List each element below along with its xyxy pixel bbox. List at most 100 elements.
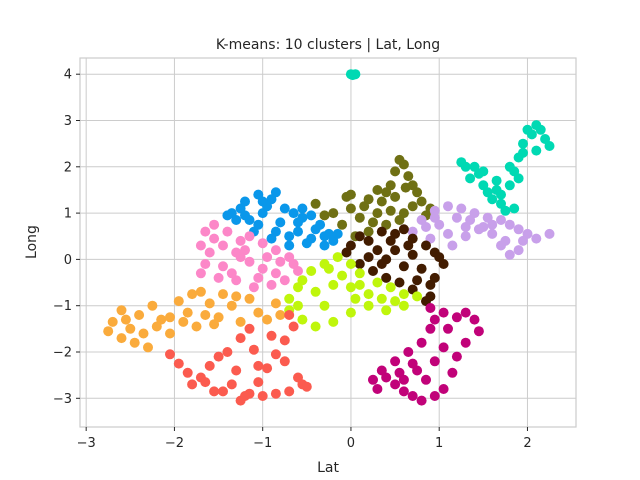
data-point	[218, 289, 228, 300]
data-point	[235, 252, 246, 263]
data-point	[451, 312, 462, 323]
data-point	[412, 275, 423, 286]
data-point	[354, 212, 365, 223]
data-point	[368, 217, 378, 228]
data-point	[421, 374, 431, 385]
data-point	[284, 231, 295, 242]
data-point	[337, 219, 348, 230]
data-point	[443, 201, 453, 212]
data-point	[381, 187, 392, 198]
data-point	[253, 307, 264, 318]
data-point	[385, 205, 396, 216]
data-point	[226, 268, 237, 279]
data-point	[487, 194, 498, 205]
data-point	[253, 219, 264, 230]
cluster-0	[222, 187, 343, 251]
data-point	[345, 307, 356, 318]
data-point	[447, 240, 458, 251]
data-point	[116, 305, 127, 316]
data-point	[531, 145, 542, 156]
data-point	[438, 259, 449, 269]
data-point	[288, 259, 299, 269]
data-point	[372, 384, 383, 394]
data-point	[376, 226, 387, 237]
data-point	[473, 168, 484, 179]
data-point	[134, 310, 145, 320]
data-point	[116, 333, 127, 344]
data-point	[270, 388, 281, 399]
data-point	[460, 161, 471, 172]
data-point	[173, 296, 184, 307]
data-point	[350, 293, 361, 304]
data-point	[381, 305, 392, 316]
x-tick-label: −1	[253, 436, 272, 451]
data-point	[390, 166, 401, 177]
data-point	[407, 249, 418, 260]
data-point	[270, 298, 281, 309]
data-point	[376, 365, 387, 376]
data-point	[363, 194, 374, 205]
data-point	[165, 328, 175, 339]
data-point	[363, 235, 374, 246]
data-point	[288, 321, 299, 332]
data-point	[209, 386, 220, 397]
data-point	[504, 249, 515, 260]
data-point	[226, 300, 237, 311]
data-point	[438, 307, 449, 318]
data-point	[500, 205, 511, 216]
data-point	[394, 215, 405, 225]
data-point	[288, 208, 299, 219]
data-point	[385, 235, 396, 246]
data-point	[376, 293, 387, 304]
data-point	[200, 226, 211, 237]
data-point	[248, 344, 259, 355]
data-point	[293, 226, 303, 237]
chart-title: K-means: 10 clusters | Lat, Long	[216, 37, 440, 53]
cluster-3	[407, 201, 555, 260]
data-point	[429, 205, 440, 216]
data-point	[390, 296, 401, 307]
cluster-2	[345, 69, 555, 216]
data-point	[429, 212, 440, 223]
data-point	[187, 379, 198, 390]
data-point	[262, 363, 273, 374]
data-point	[421, 240, 431, 251]
data-point	[257, 391, 268, 401]
data-point	[429, 314, 440, 325]
data-point	[332, 228, 343, 239]
cluster-9	[368, 303, 484, 406]
data-point	[213, 272, 224, 283]
data-point	[460, 307, 471, 318]
data-point	[429, 356, 440, 367]
data-point	[385, 282, 396, 293]
data-point	[381, 272, 392, 283]
data-point	[310, 321, 321, 332]
data-point	[531, 233, 542, 244]
data-point	[266, 279, 277, 290]
data-point	[416, 337, 427, 348]
data-point	[400, 182, 411, 193]
data-point	[544, 141, 555, 151]
data-point	[231, 215, 242, 225]
data-point	[231, 365, 242, 376]
cluster-6	[195, 219, 303, 293]
data-point	[301, 381, 312, 392]
data-point	[222, 210, 233, 221]
data-point	[200, 259, 211, 269]
data-point	[222, 226, 233, 237]
data-point	[248, 282, 259, 293]
x-tick-label: −3	[77, 436, 96, 451]
data-point	[372, 245, 383, 256]
data-point	[368, 374, 378, 385]
data-point	[398, 374, 409, 385]
data-point	[204, 360, 215, 371]
data-point	[195, 286, 206, 297]
data-point	[218, 261, 228, 272]
data-point	[403, 171, 414, 182]
data-point	[266, 330, 277, 341]
data-point	[390, 245, 401, 256]
data-point	[279, 203, 290, 214]
data-point	[257, 196, 268, 207]
data-point	[403, 347, 414, 357]
data-point	[275, 310, 286, 320]
